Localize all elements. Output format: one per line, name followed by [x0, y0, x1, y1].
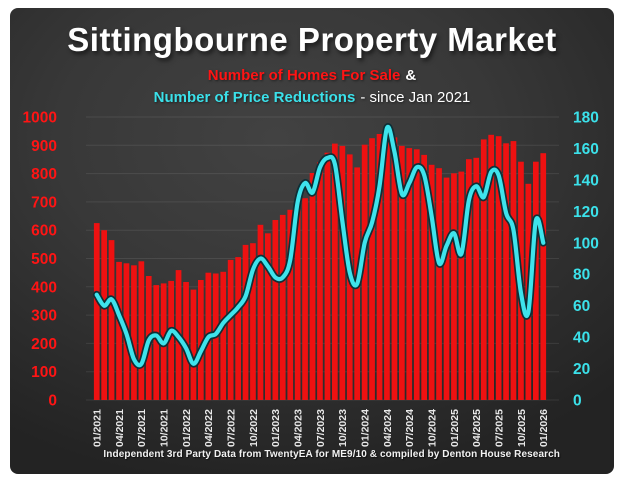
- svg-text:01/2023: 01/2023: [270, 409, 282, 447]
- subtitle-line1: Number of Homes For Sale &: [10, 67, 614, 84]
- svg-text:10/2021: 10/2021: [159, 409, 171, 447]
- svg-text:120: 120: [573, 204, 599, 221]
- svg-text:600: 600: [31, 223, 57, 240]
- svg-text:160: 160: [573, 141, 599, 158]
- svg-text:07/2021: 07/2021: [136, 409, 148, 447]
- svg-text:180: 180: [573, 110, 599, 127]
- svg-text:800: 800: [31, 166, 57, 183]
- svg-text:1000: 1000: [23, 110, 57, 127]
- svg-text:04/2023: 04/2023: [293, 409, 305, 447]
- svg-text:0: 0: [573, 393, 582, 410]
- svg-text:0: 0: [48, 393, 57, 410]
- svg-text:04/2024: 04/2024: [382, 409, 394, 447]
- svg-text:500: 500: [31, 251, 57, 268]
- page-title: Sittingbourne Property Market: [67, 21, 557, 58]
- chart-panel: Sittingbourne Property Market Number of …: [10, 8, 614, 474]
- svg-text:04/2025: 04/2025: [471, 409, 483, 447]
- svg-text:10/2025: 10/2025: [516, 409, 528, 447]
- svg-text:100: 100: [573, 235, 599, 252]
- svg-text:10/2023: 10/2023: [337, 409, 349, 447]
- svg-text:01/2021: 01/2021: [92, 409, 104, 447]
- property-chart-svg: 0 100 200 300 400 500 600 700 800 900 1000 0 20 40 60 8…: [23, 110, 599, 448]
- svg-text:07/2022: 07/2022: [226, 409, 238, 447]
- subtitle-series2-label: Number of Price Reductions: [153, 89, 356, 106]
- svg-text:900: 900: [31, 138, 57, 155]
- svg-text:01/2024: 01/2024: [360, 409, 372, 447]
- svg-text:60: 60: [573, 298, 590, 315]
- svg-text:01/2022: 01/2022: [181, 409, 193, 447]
- svg-text:700: 700: [31, 194, 57, 211]
- svg-text:100: 100: [31, 364, 57, 381]
- svg-text:04/2021: 04/2021: [114, 409, 126, 447]
- svg-text:200: 200: [31, 336, 57, 353]
- svg-text:10/2022: 10/2022: [248, 409, 260, 447]
- subtitle-line2: Number of Price Reductions - since Jan 20…: [10, 89, 614, 106]
- chart-area: 0 100 200 300 400 500 600 700 800 900 1000 0 20 40 60 8…: [10, 8, 614, 474]
- svg-text:20: 20: [573, 361, 590, 378]
- svg-text:01/2026: 01/2026: [538, 409, 550, 447]
- svg-text:10/2024: 10/2024: [426, 409, 438, 447]
- svg-text:400: 400: [31, 279, 57, 296]
- svg-text:40: 40: [573, 330, 590, 347]
- svg-text:07/2024: 07/2024: [404, 409, 416, 447]
- line-series-price-reductions: [92, 123, 548, 369]
- svg-text:04/2022: 04/2022: [203, 409, 215, 447]
- svg-text:140: 140: [573, 172, 599, 189]
- right-axis-labels: 0 20 40 60 80 100 120 140 160 180: [573, 110, 599, 410]
- x-axis-labels: 01/2021 04/2021 07/2021 10/2021 01/2022 04/20…: [92, 409, 551, 447]
- svg-text:01/2025: 01/2025: [449, 409, 461, 447]
- left-axis-labels: 0 100 200 300 400 500 600 700 800 900 1000: [23, 110, 57, 410]
- svg-text:300: 300: [31, 308, 57, 325]
- subtitle-ampersand: &: [405, 67, 417, 84]
- svg-text:07/2023: 07/2023: [315, 409, 327, 447]
- svg-text:07/2025: 07/2025: [493, 409, 505, 447]
- svg-text:80: 80: [573, 267, 590, 284]
- footer-attribution: Independent 3rd Party Data from TwentyEA…: [103, 449, 560, 460]
- subtitle-suffix: - since Jan 2021: [360, 89, 471, 106]
- subtitle-series1-label: Number of Homes For Sale: [207, 67, 401, 84]
